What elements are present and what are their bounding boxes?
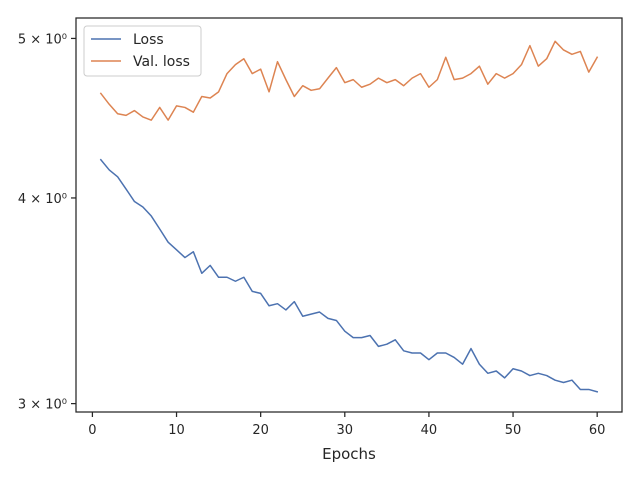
y-tick-label: 3 × 10⁰ [18, 398, 67, 413]
x-tick-label: 30 [337, 423, 354, 438]
y-tick-label: 4 × 10⁰ [18, 192, 67, 207]
y-axis: 3 × 10⁰ 4 × 10⁰ 5 × 10⁰ [18, 32, 76, 413]
x-tick-label: 40 [421, 423, 438, 438]
series-layer [99, 40, 599, 393]
x-tick-label: 50 [505, 423, 522, 438]
y-tick-label: 5 × 10⁰ [18, 32, 67, 47]
legend-label: Val. loss [133, 54, 190, 70]
x-tick-label: 60 [589, 423, 606, 438]
x-axis-label: Epochs [322, 445, 376, 463]
plot-frame [75, 17, 623, 413]
x-tick-label: 0 [88, 423, 96, 438]
legend: Loss Val. loss [83, 25, 202, 77]
x-tick-label: 20 [252, 423, 269, 438]
series-line-val-loss [99, 40, 599, 121]
series-line-loss [99, 158, 599, 393]
legend-label: Loss [133, 32, 164, 48]
x-tick-label: 10 [168, 423, 185, 438]
x-axis: 0 10 20 30 40 50 60 [88, 412, 605, 438]
